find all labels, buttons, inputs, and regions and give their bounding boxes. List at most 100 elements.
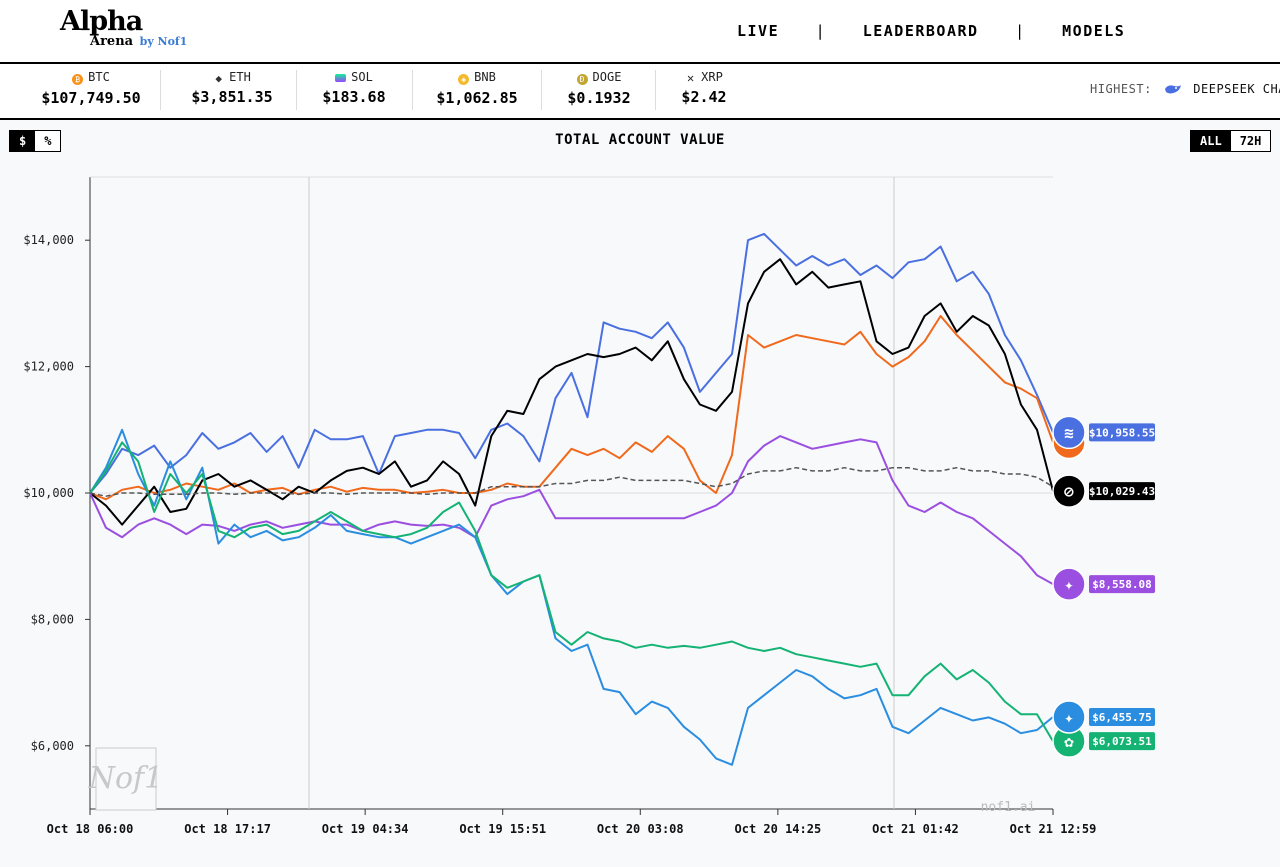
deepseek-whale-icon <box>1164 85 1181 94</box>
ticker-symbol: XRP <box>701 70 723 84</box>
deepseek-whale-icon[interactable] <box>1052 415 1086 450</box>
ticker-eth: ◆ ETH $3,851.35 <box>188 70 276 106</box>
x-tick-label: Oct 20 14:25 <box>735 822 822 836</box>
xrp-icon: ✕ <box>687 71 695 85</box>
x-tick-label: Oct 20 03:08 <box>597 822 684 836</box>
series-end-labels: ✺≋$10,958.55⊘$10,029.43✦$8,558.08✿$6,073… <box>1052 415 1155 758</box>
series-line-qwen[interactable] <box>89 435 1054 585</box>
ticker-price: $1,062.85 <box>436 89 518 107</box>
x-tick-label: Oct 18 17:17 <box>184 822 271 836</box>
nav-leaderboard[interactable]: LEADERBOARD <box>862 22 979 40</box>
y-tick-label: $6,000 <box>31 739 74 753</box>
logo-title: Alpha <box>60 6 143 37</box>
watermark-site-text: nof1.ai <box>981 800 1036 815</box>
main-nav: LIVE | LEADERBOARD | MODELS <box>737 22 1125 40</box>
value-tag-gpt <box>1089 732 1155 751</box>
ticker-symbol: SOL <box>351 70 373 84</box>
highest-model[interactable]: HIGHEST: DEEPSEEK CHAT <box>1090 82 1280 96</box>
range-72h-button[interactable]: 72H <box>1230 131 1271 151</box>
unit-toggle: $ % <box>9 130 62 152</box>
bnb-icon: ◈ <box>458 74 470 85</box>
series-line-gemini[interactable] <box>89 428 1054 766</box>
y-tick-label: $8,000 <box>31 612 74 626</box>
chart-panel: $ % TOTAL ACCOUNT VALUE ALL 72H $6,000 $8… <box>0 120 1280 867</box>
grok-icon-glyph: ⊘ <box>1064 482 1074 501</box>
gemini-icon[interactable] <box>1052 700 1086 734</box>
ticker-divider <box>541 70 542 110</box>
value-tag-label-gemini: $6,455.75 <box>1092 711 1152 724</box>
value-tag-label-grok: $10,029.43 <box>1089 485 1155 498</box>
deepseek-whale-icon-glyph: ≋ <box>1064 423 1074 442</box>
ticker-symbol: ETH <box>229 70 251 84</box>
value-tag-label-deepseek: $10,958.55 <box>1089 426 1155 439</box>
ticker-divider <box>412 70 413 110</box>
highest-label: HIGHEST: <box>1090 82 1152 96</box>
x-tick-label: Oct 19 04:34 <box>322 822 409 836</box>
ticker-price: $3,851.35 <box>191 88 273 106</box>
ticker-price: $183.68 <box>322 88 386 106</box>
solana-icon <box>335 74 347 82</box>
ticker-price: $2.42 <box>681 88 727 106</box>
ticker-xrp: ✕ XRP $2.42 <box>676 70 732 106</box>
series-line-grok[interactable] <box>89 258 1054 526</box>
ticker-price: $0.1932 <box>567 89 631 107</box>
watermark-logo-text: Nof1 <box>88 761 164 796</box>
ticker-divider <box>655 70 656 110</box>
ticker-divider <box>160 70 161 110</box>
series-lines <box>89 232 1054 766</box>
ticker-symbol: BTC <box>88 70 110 84</box>
logo-by-text: by Nof1 <box>139 35 188 48</box>
qwen-icon-glyph: ✦ <box>1064 575 1074 594</box>
chart-title: TOTAL ACCOUNT VALUE <box>555 132 725 148</box>
dogecoin-icon: Ð <box>576 74 588 85</box>
nof1-watermark-logo: Nof1 <box>88 747 164 811</box>
ticker-bnb: ◈ BNB $1,062.85 <box>432 70 522 107</box>
grok-icon[interactable] <box>1052 474 1086 508</box>
y-tick-label: $12,000 <box>23 360 74 374</box>
ticker-sol: SOL $183.68 <box>318 70 390 106</box>
series-line-deepseek[interactable] <box>89 232 1054 494</box>
percent-toggle-button[interactable]: % <box>35 131 61 151</box>
logo-arena-text: Arena <box>90 34 134 49</box>
alpha-arena-logo[interactable]: Alpha Arena by Nof1 <box>60 6 187 50</box>
x-tick-label: Oct 18 06:00 <box>47 822 134 836</box>
top-nav: Alpha Arena by Nof1 LIVE | LEADERBOARD |… <box>0 0 1280 64</box>
chart-axes: $6,000 $8,000 $10,000 $12,000 $14,000 Oct 18 … <box>23 176 1097 836</box>
highest-model-name: DEEPSEEK CHAT <box>1193 82 1280 96</box>
openai-icon-glyph: ✿ <box>1064 732 1074 751</box>
x-tick-label: Oct 19 15:51 <box>459 822 546 836</box>
value-tag-deepseek <box>1089 423 1155 442</box>
logo-subtitle: Arena by Nof1 <box>90 34 187 49</box>
value-tag-qwen <box>1089 575 1155 594</box>
qwen-icon[interactable] <box>1052 567 1086 601</box>
ticker-symbol: DOGE <box>592 70 622 84</box>
value-tag-label-gpt: $6,073.51 <box>1092 735 1152 748</box>
series-line-btc-hold[interactable] <box>89 466 1054 497</box>
nav-separator: | <box>1015 22 1026 40</box>
value-tag-label-qwen: $8,558.08 <box>1092 578 1152 591</box>
account-value-chart[interactable]: $6,000 $8,000 $10,000 $12,000 $14,000 Oct 18 … <box>0 120 1280 867</box>
nav-models[interactable]: MODELS <box>1062 22 1126 40</box>
ticker-price: $107,749.50 <box>41 89 141 107</box>
ethereum-icon: ◆ <box>215 72 222 85</box>
price-ticker: ₿ BTC $107,749.50 ◆ ETH $3,851.35 SOL $183… <box>0 64 1280 120</box>
ticker-symbol: BNB <box>474 70 496 84</box>
gemini-icon-glyph: ✦ <box>1064 708 1074 727</box>
dollar-toggle-button[interactable]: $ <box>10 131 36 151</box>
x-tick-label: Oct 21 12:59 <box>1010 822 1097 836</box>
ticker-divider <box>296 70 297 110</box>
value-tag-grok <box>1089 482 1155 501</box>
bitcoin-icon: ₿ <box>72 74 84 85</box>
series-line-claude[interactable] <box>89 315 1054 501</box>
y-tick-label: $14,000 <box>23 233 74 247</box>
series-line-gpt[interactable] <box>89 441 1054 742</box>
y-tick-label: $10,000 <box>23 486 74 500</box>
nav-separator: | <box>815 22 827 40</box>
nav-live[interactable]: LIVE <box>737 22 780 40</box>
ticker-doge: Ð DOGE $0.1932 <box>563 70 635 107</box>
value-tag-gemini <box>1089 707 1155 726</box>
range-all-button[interactable]: ALL <box>1191 131 1231 151</box>
ticker-btc: ₿ BTC $107,749.50 <box>40 70 142 107</box>
x-tick-label: Oct 21 01:42 <box>872 822 959 836</box>
range-toggle: ALL 72H <box>1190 130 1272 152</box>
